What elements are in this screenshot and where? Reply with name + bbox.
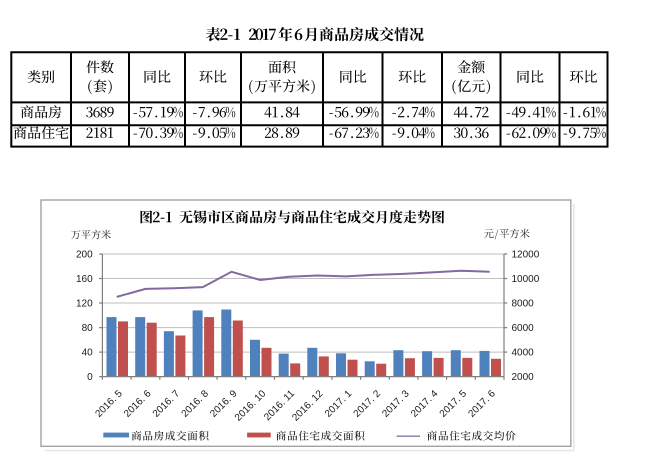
svg-text:12000: 12000 — [512, 250, 540, 261]
svg-text:120: 120 — [76, 299, 93, 310]
svg-text:6000: 6000 — [512, 323, 535, 334]
svg-text:80: 80 — [82, 323, 94, 334]
svg-text:40: 40 — [82, 348, 94, 359]
svg-text:200: 200 — [76, 250, 93, 261]
svg-text:160: 160 — [76, 274, 93, 285]
svg-text:0: 0 — [87, 372, 93, 383]
svg-text:2000: 2000 — [512, 372, 535, 383]
svg-text:4000: 4000 — [512, 348, 535, 359]
svg-text:10000: 10000 — [512, 274, 540, 285]
svg-text:8000: 8000 — [512, 299, 535, 310]
